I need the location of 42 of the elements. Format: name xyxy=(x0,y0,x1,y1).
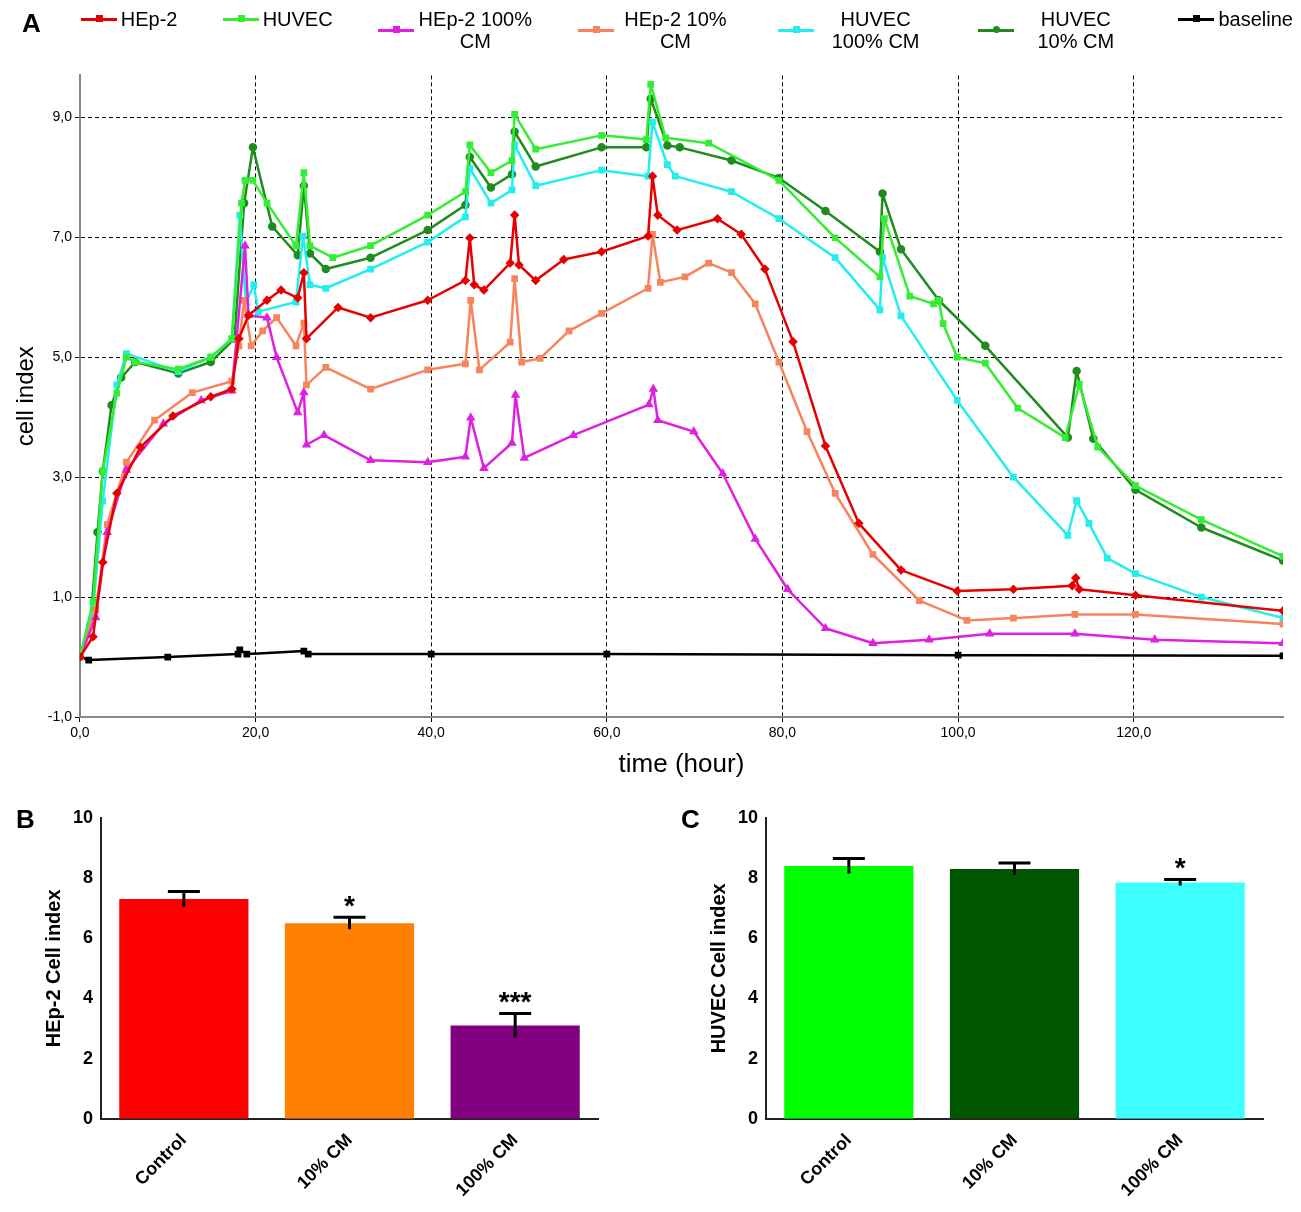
x-tick-label: 20,0 xyxy=(241,724,270,741)
legend-label: HUVEC xyxy=(262,8,333,30)
y-tick-label: 0 xyxy=(748,1107,759,1128)
legend-label: HEp-2 10% CM xyxy=(623,8,728,52)
legend-label: HUVEC 100% CM xyxy=(830,8,921,52)
y-tick-label: 9,0 xyxy=(52,108,73,125)
x-tick-label: 120,0 xyxy=(1116,724,1152,741)
y-tick-label: 2 xyxy=(748,1047,759,1068)
annotation: *** xyxy=(498,986,532,1018)
y-axis-title: cell index xyxy=(11,346,39,447)
x-tick-label: 0,0 xyxy=(70,724,90,741)
y-tick-label: 8 xyxy=(748,866,759,887)
y-tick-label: 10 xyxy=(737,806,759,827)
x-tick-label: 40,0 xyxy=(417,724,446,741)
y-axis-title: HEp-2 Cell index xyxy=(41,889,64,1048)
y-tick-label: 2 xyxy=(83,1047,94,1068)
annotation: * xyxy=(344,889,356,921)
annotation: * xyxy=(1174,852,1186,884)
y-tick-label: 6 xyxy=(83,927,94,948)
x-tick-label: 100,0 xyxy=(940,724,976,741)
legend-label: baseline xyxy=(1218,8,1293,30)
y-tick-label: 5,0 xyxy=(52,348,73,365)
y-tick-label: 4 xyxy=(83,987,94,1008)
y-tick-label: 0 xyxy=(83,1107,94,1128)
y-tick-label: 3,0 xyxy=(52,468,73,485)
x-tick-label: 60,0 xyxy=(593,724,621,741)
y-tick-label: 1,0 xyxy=(52,587,73,604)
y-axis-title: HUVEC Cell index xyxy=(706,883,729,1054)
y-tick-label: 8 xyxy=(83,866,94,887)
y-tick-label: -1,0 xyxy=(47,707,73,724)
y-tick-label: 10 xyxy=(72,806,94,827)
legend-label: HEp-2 100% CM xyxy=(417,8,533,52)
y-tick-label: 6 xyxy=(748,927,759,948)
x-tick-label: 80,0 xyxy=(768,724,797,741)
x-axis-title: time (hour) xyxy=(618,747,745,778)
y-tick-label: 7,0 xyxy=(52,228,73,245)
legend-label: HUVEC 10% CM xyxy=(1036,8,1116,52)
chart-title: B xyxy=(16,804,35,835)
legend-label: HEp-2 xyxy=(120,8,178,30)
chart-title: C xyxy=(681,804,700,835)
y-tick-label: 4 xyxy=(748,987,759,1008)
chart-title: A xyxy=(22,8,41,39)
